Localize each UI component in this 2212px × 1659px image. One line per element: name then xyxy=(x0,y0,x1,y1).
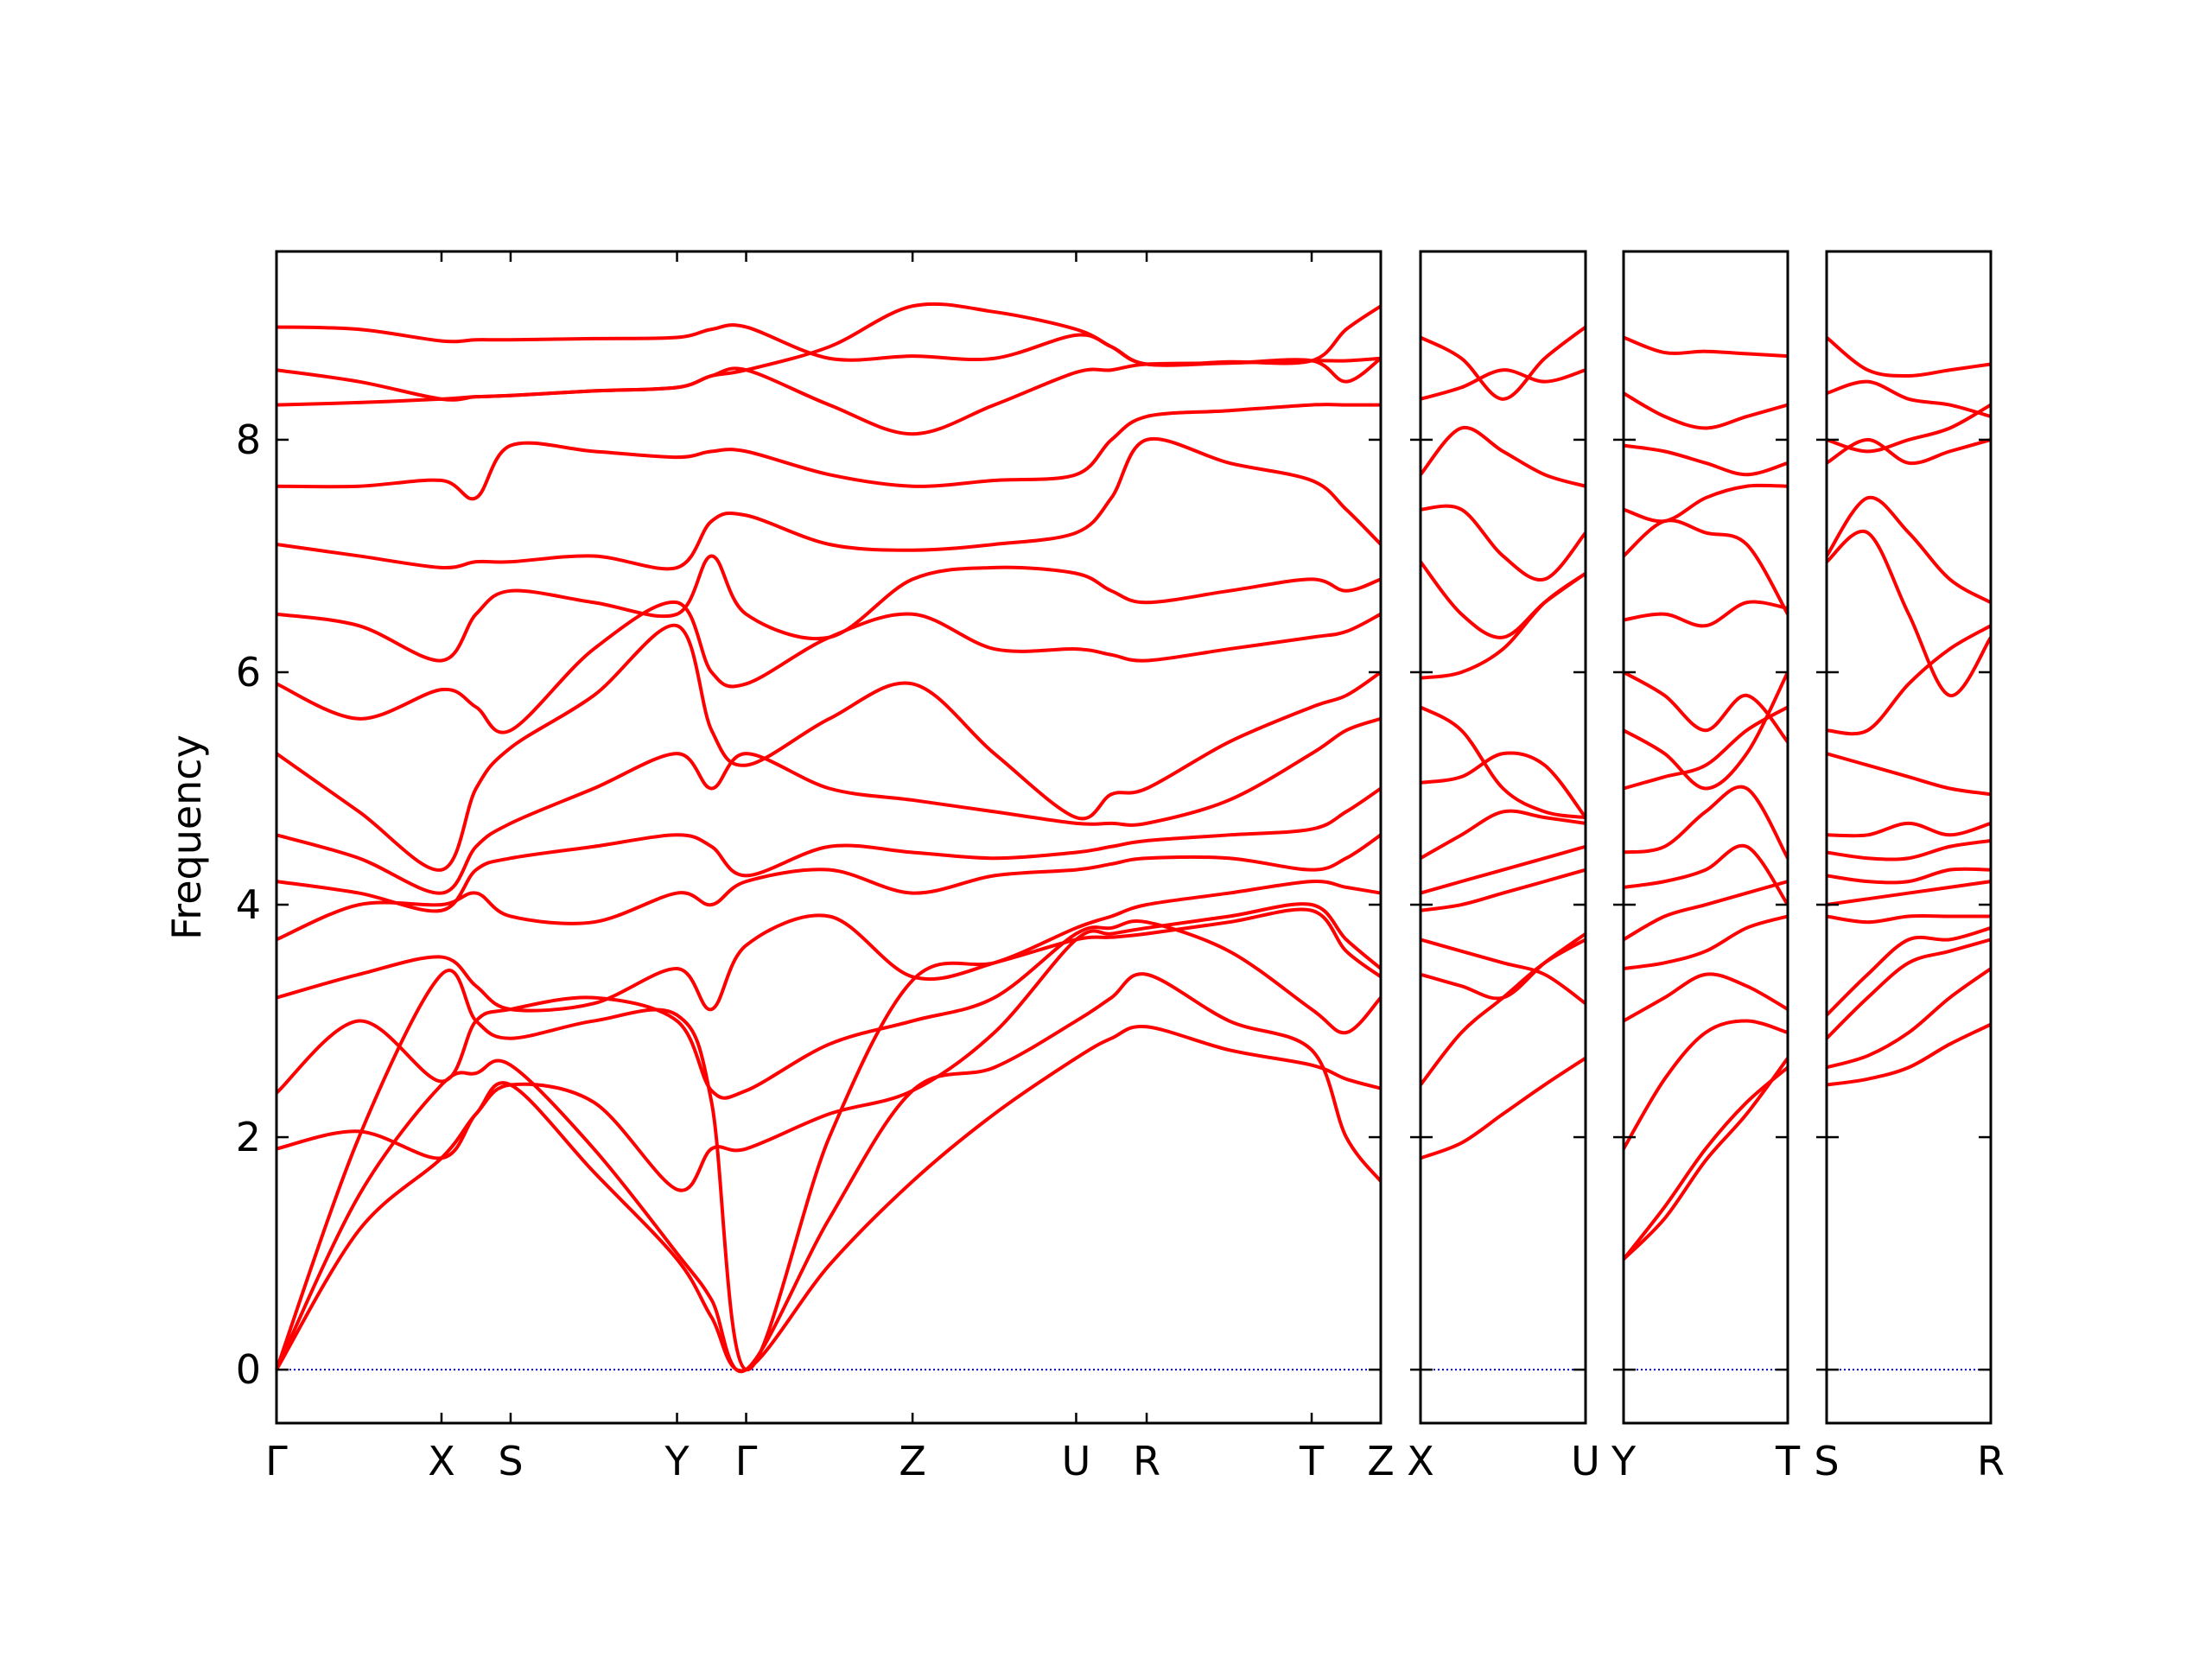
band xyxy=(1623,443,1789,477)
x-tick-label: U xyxy=(1062,1438,1091,1484)
band xyxy=(1420,868,1586,912)
y-tick-label: 0 xyxy=(236,1346,261,1393)
band xyxy=(1623,671,1789,744)
x-tick-label: Z xyxy=(899,1438,926,1484)
band xyxy=(1826,967,1993,1070)
plot-frame xyxy=(1419,250,1587,1425)
band xyxy=(1419,425,1586,488)
band xyxy=(1420,1056,1587,1160)
band xyxy=(276,403,1381,501)
band xyxy=(1623,785,1789,860)
y-tick-label: 4 xyxy=(236,881,261,928)
band xyxy=(1825,335,1992,378)
band xyxy=(1623,843,1789,906)
y-tick-label: 6 xyxy=(236,649,261,696)
band xyxy=(1622,1057,1789,1261)
band xyxy=(1622,518,1789,615)
x-tick-label: X xyxy=(428,1438,455,1484)
band xyxy=(1420,809,1586,860)
band xyxy=(1420,844,1586,895)
band xyxy=(275,972,1382,1374)
band xyxy=(1826,1022,1992,1087)
x-tick-label: Z xyxy=(1367,1438,1395,1484)
band xyxy=(1420,751,1587,819)
band xyxy=(1826,839,1992,861)
band xyxy=(1623,705,1789,791)
band xyxy=(1623,483,1789,524)
band xyxy=(1826,752,1992,797)
band xyxy=(1826,624,1992,736)
band xyxy=(276,302,1382,402)
band xyxy=(1623,391,1789,430)
x-tick-label: R xyxy=(1977,1438,2005,1484)
band xyxy=(276,323,1382,384)
band xyxy=(1825,495,1992,605)
band xyxy=(1825,938,1992,1040)
x-tick-label: T xyxy=(1299,1438,1325,1484)
band xyxy=(276,356,1382,436)
band xyxy=(1623,335,1789,359)
band xyxy=(275,907,1382,1372)
x-tick-label: S xyxy=(498,1438,523,1484)
band xyxy=(276,833,1382,942)
x-tick-label: R xyxy=(1133,1438,1160,1484)
band xyxy=(1826,379,1992,418)
x-tick-label: U xyxy=(1571,1438,1600,1484)
band xyxy=(276,879,1382,1013)
band xyxy=(276,600,1382,734)
band xyxy=(1623,914,1789,970)
band xyxy=(276,716,1382,895)
band xyxy=(1420,325,1587,401)
band xyxy=(1420,705,1586,820)
band xyxy=(276,554,1382,663)
band xyxy=(1420,938,1587,1005)
band xyxy=(1826,867,1992,885)
y-axis-label: Frequency xyxy=(163,734,210,940)
band xyxy=(1826,403,1992,454)
x-tick-label: S xyxy=(1814,1438,1839,1484)
x-tick-label: Γ xyxy=(265,1438,288,1484)
band xyxy=(276,436,1382,571)
band xyxy=(276,902,1382,1192)
x-tick-label: T xyxy=(1775,1438,1801,1484)
band xyxy=(275,1024,1382,1373)
band xyxy=(1420,368,1586,401)
x-tick-label: Y xyxy=(1611,1438,1637,1484)
x-tick-label: X xyxy=(1407,1438,1434,1484)
band xyxy=(1623,972,1789,1023)
band xyxy=(275,919,1382,1100)
x-tick-label: Γ xyxy=(735,1438,758,1484)
plot-frame xyxy=(1622,250,1789,1425)
band xyxy=(1623,600,1789,628)
band xyxy=(1825,437,1992,466)
band xyxy=(1826,913,1991,925)
band xyxy=(1623,880,1789,942)
band xyxy=(275,623,1382,872)
y-tick-label: 8 xyxy=(236,416,261,463)
band xyxy=(1420,932,1587,1001)
plot-frame xyxy=(1825,250,1993,1425)
band xyxy=(1622,1019,1789,1150)
band xyxy=(1420,504,1587,582)
band xyxy=(1419,560,1587,639)
plot-frame xyxy=(275,250,1382,1425)
band xyxy=(1826,880,1992,907)
band xyxy=(1826,821,1992,838)
band xyxy=(1825,529,1993,697)
band xyxy=(1622,1065,1789,1261)
x-tick-label: Y xyxy=(664,1438,690,1484)
band xyxy=(1825,926,1992,1017)
y-tick-label: 2 xyxy=(236,1114,261,1160)
band xyxy=(276,786,1382,913)
band xyxy=(1623,671,1789,791)
